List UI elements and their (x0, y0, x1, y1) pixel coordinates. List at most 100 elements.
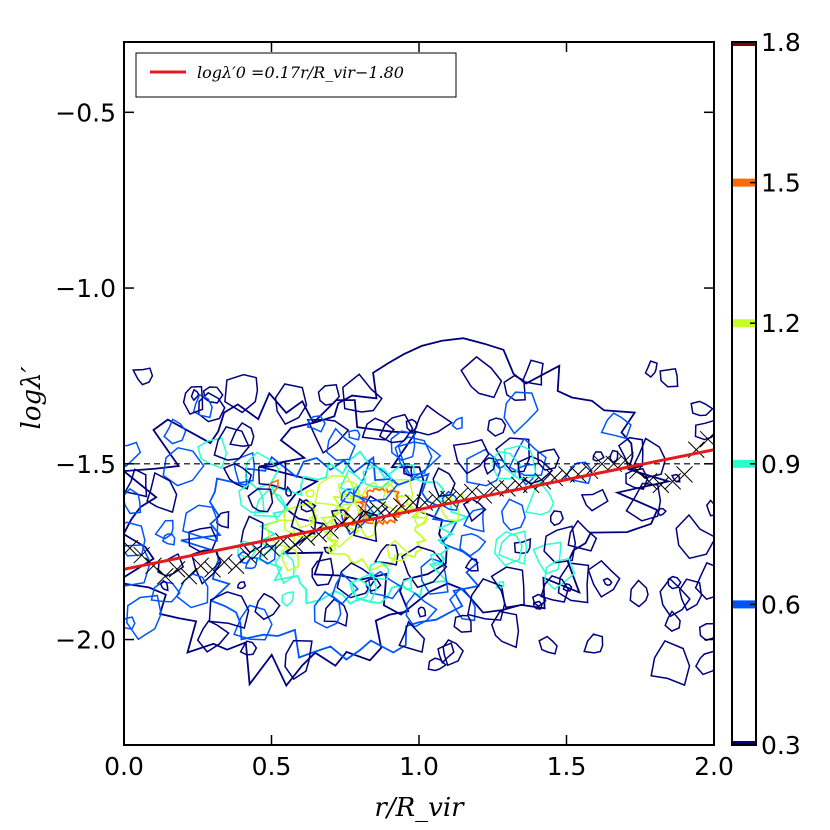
contour-island (698, 622, 714, 642)
contour-island (326, 511, 360, 548)
contour-island (442, 639, 465, 667)
contour-island (453, 614, 472, 633)
contour-island (317, 383, 341, 406)
contour-island (274, 383, 308, 426)
contour-island (150, 581, 181, 603)
contour-island (285, 485, 292, 497)
contour-island (236, 580, 247, 590)
contour-island (268, 479, 279, 497)
contour-island (350, 578, 371, 602)
contour-island (549, 510, 564, 527)
colorbar-frame (731, 41, 757, 746)
contour-island (403, 465, 413, 478)
median-marker (145, 557, 162, 575)
contour-island (486, 417, 507, 437)
contour-island (490, 566, 525, 609)
contour-island (349, 572, 378, 603)
fit-line (124, 448, 714, 571)
y-tick-label: −1.5 (55, 450, 116, 479)
x-tick-label: 1.5 (547, 752, 587, 781)
y-axis-label: logλ′ (17, 366, 47, 429)
y-tick-label: −2.0 (55, 626, 116, 655)
colorbar-band (732, 42, 756, 46)
contour-island (124, 468, 148, 498)
contour-island (501, 498, 526, 531)
contour-island (521, 359, 544, 386)
contour-island (517, 455, 554, 485)
contour-island (402, 576, 413, 590)
contour-island (257, 460, 287, 491)
contour-island (467, 577, 506, 621)
contour-island (580, 488, 609, 512)
contour-island (253, 489, 288, 518)
colorbar-band (732, 459, 756, 468)
contour-island (405, 418, 418, 434)
contour-island (464, 558, 479, 572)
contour-island (281, 591, 295, 608)
contour-island (562, 582, 573, 592)
contour-island (305, 489, 315, 498)
median-marker (676, 465, 693, 483)
contour-island (538, 635, 558, 655)
median-marker (652, 476, 670, 494)
contour-island (567, 519, 598, 552)
contour-island (352, 510, 378, 543)
contour-island (537, 448, 560, 471)
legend: logλ′0 =0.17r/R_vir−1.80 (135, 52, 457, 98)
median-marker (404, 494, 422, 511)
x-tick-label: 1.0 (399, 752, 439, 781)
contour-ring (357, 487, 407, 528)
contour-island (329, 501, 362, 532)
contour-island (254, 592, 281, 621)
contour-island (313, 590, 342, 629)
median-marker (369, 501, 387, 518)
contour-island (202, 386, 224, 404)
contour-island (390, 430, 416, 462)
contour-island (503, 374, 526, 401)
median-marker (156, 567, 174, 585)
contour-island (587, 559, 621, 598)
contour-island (190, 388, 200, 402)
contour-island (427, 657, 448, 672)
colorbar-band (732, 600, 756, 609)
contour-island (459, 533, 487, 557)
colorbar-band (732, 178, 756, 187)
contour-island (659, 367, 679, 388)
contour-island (182, 504, 219, 543)
contour-island (462, 507, 485, 533)
x-axis-label: r/R_vir (374, 793, 465, 823)
median-marker (263, 539, 280, 557)
colorbar-bands (732, 42, 756, 745)
contour-island (154, 519, 174, 540)
median-marker (593, 455, 611, 473)
contour-island (159, 579, 169, 592)
plot-content (124, 337, 714, 688)
median-marker (664, 473, 682, 490)
contour-island (437, 642, 455, 665)
contour-island (524, 479, 555, 516)
contour-island (308, 514, 318, 524)
contour-island (405, 592, 438, 628)
contour-island (213, 426, 250, 461)
contour-island (306, 414, 326, 433)
contour-island (650, 639, 691, 687)
contour-island (462, 498, 487, 523)
contour-island (631, 437, 667, 479)
contour-island (280, 545, 300, 572)
contour-island (239, 640, 258, 656)
contour-island (504, 444, 537, 480)
colorbar: 1.8 1.5 1.2 0.9 0.6 0.3 (731, 28, 801, 760)
contour-island (348, 429, 361, 441)
contour-island (667, 575, 682, 590)
contour-island (146, 471, 178, 514)
contour-island (617, 436, 644, 470)
median-marker (239, 546, 257, 564)
x-tick-label: 0.5 (252, 752, 292, 781)
contour-island (664, 610, 681, 632)
contour-island (449, 587, 476, 622)
contour-island (629, 579, 649, 608)
median-marker (522, 476, 540, 494)
contour-island (124, 544, 151, 587)
contour-island (244, 556, 258, 570)
contour-island (397, 441, 442, 480)
